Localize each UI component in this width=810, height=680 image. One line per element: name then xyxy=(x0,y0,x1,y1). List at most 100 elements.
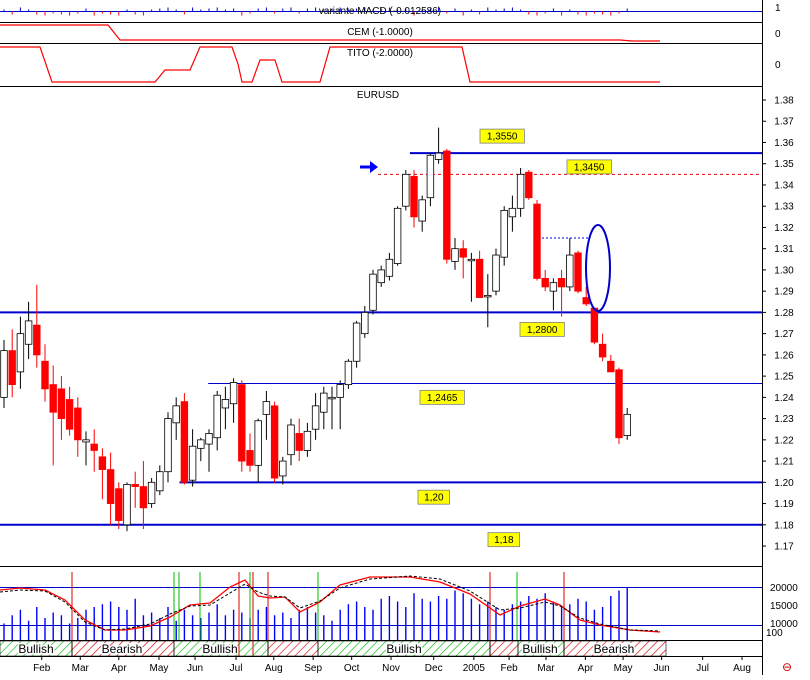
candle xyxy=(188,429,197,487)
candle-body xyxy=(549,282,558,292)
candle-body xyxy=(49,384,57,413)
candle-body xyxy=(213,394,221,439)
candle xyxy=(598,333,607,362)
cem-line xyxy=(0,24,660,42)
candle xyxy=(525,170,533,200)
y-tick-label: 1.35 xyxy=(774,159,794,170)
y-tick-label: 1.18 xyxy=(774,520,794,531)
candle-body xyxy=(139,486,148,509)
x-tick-label: Sep xyxy=(304,663,322,674)
candle xyxy=(90,429,98,472)
candle xyxy=(541,269,549,292)
candle-body xyxy=(8,350,16,386)
candle-body xyxy=(320,392,328,413)
candle-body xyxy=(229,382,238,405)
candle-body xyxy=(57,388,66,420)
x-tick-label: 2005 xyxy=(463,663,486,674)
candle xyxy=(410,170,418,228)
candle xyxy=(336,380,344,430)
candle xyxy=(385,252,394,281)
candle xyxy=(49,365,57,466)
candle-body xyxy=(328,396,336,400)
macd-axis-label-1: 1 xyxy=(775,3,781,14)
candle xyxy=(221,386,230,430)
candle xyxy=(320,386,328,430)
candle-body xyxy=(361,311,369,335)
candle-body xyxy=(492,254,500,292)
candle-body xyxy=(533,203,541,279)
y-tick-label: 1.30 xyxy=(774,265,794,276)
level-labels: 1,3550 1,2800 1,2465 1,20 1,18 1,3450 xyxy=(417,128,612,548)
candle-body xyxy=(221,399,230,409)
candle xyxy=(508,195,517,232)
candle xyxy=(139,461,148,530)
candle xyxy=(393,206,402,266)
x-tick-label: Aug xyxy=(265,663,283,674)
oscillator-dashed-line xyxy=(0,575,661,632)
y-tick-label: 1.31 xyxy=(774,244,794,255)
level-label-text: 1,18 xyxy=(494,535,514,546)
candle xyxy=(615,367,623,445)
volume-bars xyxy=(3,587,628,640)
candle-body xyxy=(393,207,402,264)
x-tick-label: Feb xyxy=(501,663,519,674)
tito-panel: TITO (-2.0000) xyxy=(0,46,660,83)
candle-body xyxy=(451,248,459,262)
sentiment-label-bearish-4: Bearish xyxy=(594,642,635,656)
candle-body xyxy=(410,176,418,218)
y-tick-label: 1.17 xyxy=(774,542,794,553)
candle xyxy=(238,380,246,472)
candle-body xyxy=(131,484,139,487)
candle xyxy=(205,429,213,472)
candle xyxy=(352,320,361,368)
candle xyxy=(123,482,131,532)
candles xyxy=(0,127,631,532)
candle-body xyxy=(467,258,476,262)
sentiment-strip: Bullish Bearish Bullish Bullish Bullish … xyxy=(0,640,667,658)
candle xyxy=(377,265,385,287)
x-tick-label: Jun xyxy=(187,663,203,674)
candle xyxy=(57,376,66,440)
candle xyxy=(197,437,205,462)
candle-body xyxy=(33,324,41,356)
macd-axis-label-0: 0 xyxy=(775,29,781,40)
level-lines xyxy=(0,152,762,526)
cem-panel: CEM (-1.0000) 0 xyxy=(0,24,781,71)
sentiment-bearish-3 xyxy=(489,640,519,657)
macd-panel: variante MACD (-0.012586) 1 0 xyxy=(0,3,781,40)
candle xyxy=(574,250,582,294)
candle xyxy=(500,206,508,266)
candle-body xyxy=(508,207,517,218)
level-label-text: 1,20 xyxy=(424,493,444,504)
candle-body xyxy=(557,278,566,288)
candle-body xyxy=(566,254,574,288)
close-icon[interactable]: ⊖ xyxy=(782,660,792,674)
candle-body xyxy=(205,433,213,445)
candle xyxy=(287,418,295,466)
candle-body xyxy=(574,252,582,292)
candle xyxy=(74,397,82,457)
candle xyxy=(492,248,500,296)
candle-body xyxy=(541,278,549,288)
level-label-box xyxy=(519,321,565,337)
candle-body xyxy=(197,439,205,449)
y-tick-label: 1.36 xyxy=(774,138,794,149)
candle-body xyxy=(0,350,8,398)
candle xyxy=(172,397,180,440)
x-axis: Feb Mar Apr May Jun Jul Aug Sep Oct Nov Dec 2005 Feb… xyxy=(33,656,751,674)
sentiment-label-bullish-3: Bullish xyxy=(386,642,421,656)
cem-axis-label: 0 xyxy=(775,60,781,71)
level-label-box xyxy=(419,389,465,405)
y-tick-label: 1.19 xyxy=(774,499,794,510)
candle xyxy=(147,478,156,508)
candle xyxy=(516,167,525,217)
candle-body xyxy=(287,424,295,456)
candle-body xyxy=(74,407,82,441)
candle xyxy=(33,284,41,368)
sentiment-label-bullish-4: Bullish xyxy=(522,642,557,656)
candle xyxy=(328,386,336,430)
x-tick-label: Mar xyxy=(72,663,90,674)
y-tick-label: 1.28 xyxy=(774,308,794,319)
candle xyxy=(82,431,90,466)
candle-body xyxy=(90,443,98,451)
